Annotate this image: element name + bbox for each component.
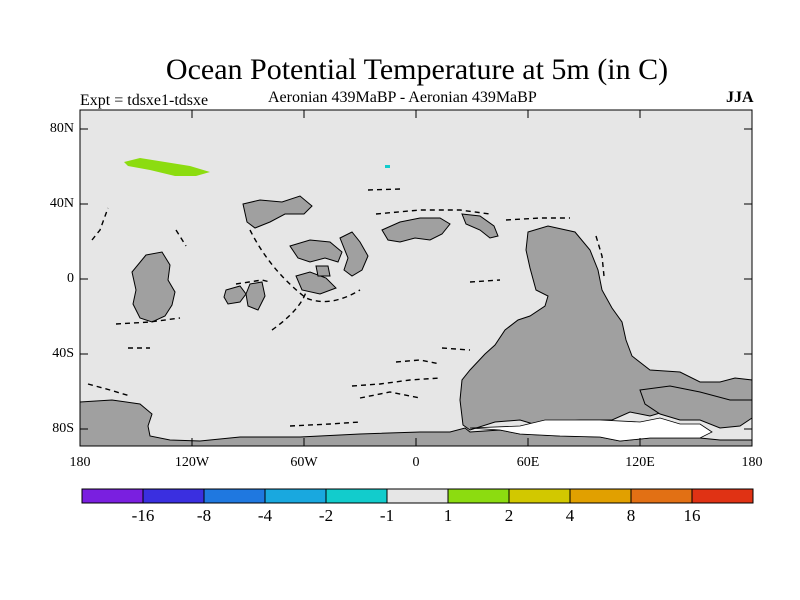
land-north-block: [242, 195, 313, 229]
lat-label-40s: 40S: [52, 346, 74, 361]
colorbar-label-8: 4: [565, 506, 575, 525]
anomaly-patch-cyan: [385, 165, 390, 168]
neutral-patches: [469, 417, 713, 442]
land-island-b: [245, 281, 266, 311]
dashed-contour-12: [351, 377, 441, 387]
land-masses: [79, 195, 753, 447]
dashed-contour-6: [235, 279, 271, 285]
dashed-contour-7: [115, 317, 181, 325]
colorbar-label-7: 2: [504, 506, 514, 525]
dashed-contour-2: [375, 209, 491, 215]
colorbar-label-2: -8: [196, 506, 212, 525]
dashed-contour-9: [87, 383, 131, 397]
colorbar-swatch-1: [81, 488, 144, 504]
colorbar-swatch-6: [386, 488, 449, 504]
lon-label-60e: 60E: [516, 455, 540, 470]
dashed-contour-10: [175, 229, 187, 247]
colorbar-swatch-4: [264, 488, 327, 504]
lat-label-80s: 80S: [52, 421, 74, 436]
dashed-contour-14: [289, 421, 361, 427]
colorbar-swatch-10: [630, 488, 693, 504]
colorbar-label-1: -16: [131, 506, 155, 525]
map-subtitle: Aeronian 439MaBP - Aeronian 439MaBP: [268, 89, 537, 106]
lon-label-120w: 120W: [174, 455, 210, 470]
season-label: JJA: [726, 89, 754, 106]
land-archipelago-2: [339, 231, 369, 277]
land-central-island: [381, 217, 451, 243]
colorbar-label-6: 1: [443, 506, 453, 525]
lat-label-40n: 40N: [49, 196, 74, 211]
axis-ticks: [80, 110, 752, 446]
experiment-label: Expt = tdsxe1-tdsxe: [80, 92, 209, 109]
lat-label-0: 0: [67, 271, 74, 286]
land-east-bulge: [639, 385, 753, 429]
colorbar-label-9: 8: [626, 506, 636, 525]
anomaly-patch-green: [124, 158, 210, 176]
land-main-continent: [459, 225, 753, 431]
colorbar-label-4: -2: [318, 506, 334, 525]
dashed-contour-13: [359, 391, 421, 399]
colorbar-swatch-2: [142, 488, 205, 504]
lon-label-0: 0: [412, 455, 420, 470]
dashed-contour-3: [505, 217, 570, 221]
colorbar-label-5: -1: [379, 506, 395, 525]
dashed-contour-5: [271, 291, 307, 331]
neutral-patch-south: [469, 417, 713, 442]
colorbar-label-3: -4: [257, 506, 273, 525]
colorbar-swatch-9: [569, 488, 632, 504]
colorbar-swatch-3: [203, 488, 266, 504]
colorbar-swatch-5: [325, 488, 388, 504]
land-archipelago-3: [295, 271, 337, 295]
dashed-contour-11: [91, 207, 109, 241]
colorbar-swatch-11: [691, 488, 754, 504]
land-east-islet: [461, 213, 499, 239]
map-title: Ocean Potential Temperature at 5m (in C): [165, 53, 669, 86]
land-archipelago-4: [315, 265, 331, 277]
dashed-contours: [87, 188, 605, 427]
dashed-contour-16: [595, 235, 605, 277]
colorbar-swatch-7: [447, 488, 510, 504]
colorbar: [81, 488, 754, 504]
land-southern-belt: [79, 399, 753, 447]
colorbar-label-10: 16: [683, 506, 701, 525]
lon-label-180-east: 180: [741, 455, 763, 470]
land-west-island: [131, 251, 176, 323]
lon-label-120e: 120E: [625, 455, 655, 470]
colorbar-swatch-8: [508, 488, 571, 504]
lon-label-180-west: 180: [69, 455, 91, 470]
dashed-contour-17: [395, 359, 441, 365]
lat-label-80n: 80N: [49, 121, 74, 136]
dashed-contour-18: [441, 347, 471, 351]
lon-label-60w: 60W: [290, 455, 318, 470]
land-island-a: [223, 285, 247, 305]
land-archipelago: [289, 239, 343, 263]
